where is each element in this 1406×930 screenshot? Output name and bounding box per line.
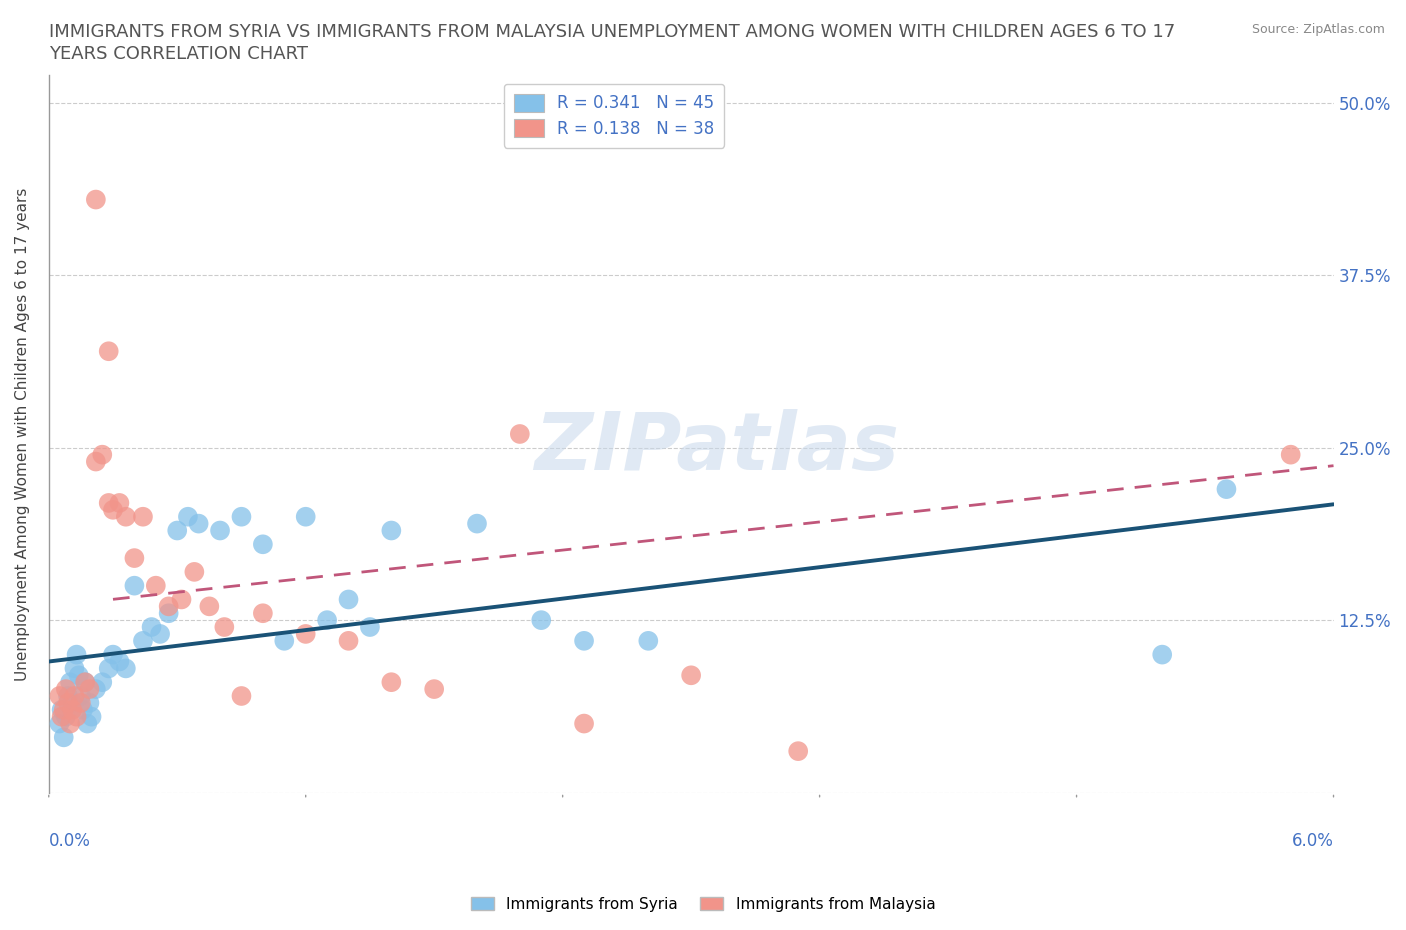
Point bbox=[231, 510, 253, 525]
Point bbox=[337, 633, 360, 648]
Point bbox=[209, 523, 232, 538]
Point bbox=[76, 716, 98, 731]
Point bbox=[149, 627, 172, 642]
Point bbox=[187, 516, 209, 531]
Point bbox=[75, 675, 97, 690]
Point bbox=[337, 592, 360, 607]
Point bbox=[67, 668, 90, 683]
Text: Source: ZipAtlas.com: Source: ZipAtlas.com bbox=[1251, 23, 1385, 36]
Point bbox=[530, 613, 553, 628]
Point bbox=[72, 702, 94, 717]
Point bbox=[681, 668, 703, 683]
Point bbox=[170, 592, 193, 607]
Text: IMMIGRANTS FROM SYRIA VS IMMIGRANTS FROM MALAYSIA UNEMPLOYMENT AMONG WOMEN WITH : IMMIGRANTS FROM SYRIA VS IMMIGRANTS FROM… bbox=[49, 23, 1175, 41]
Point bbox=[198, 599, 221, 614]
Point bbox=[108, 654, 131, 669]
Point bbox=[80, 710, 103, 724]
Point bbox=[214, 619, 236, 634]
Text: YEARS CORRELATION CHART: YEARS CORRELATION CHART bbox=[49, 45, 308, 62]
Point bbox=[70, 696, 93, 711]
Y-axis label: Unemployment Among Women with Children Ages 6 to 17 years: Unemployment Among Women with Children A… bbox=[15, 187, 30, 681]
Point bbox=[294, 627, 316, 642]
Point bbox=[572, 633, 595, 648]
Point bbox=[252, 605, 274, 620]
Point bbox=[60, 702, 83, 717]
Point bbox=[60, 696, 83, 711]
Point bbox=[52, 702, 75, 717]
Legend: Immigrants from Syria, Immigrants from Malaysia: Immigrants from Syria, Immigrants from M… bbox=[464, 890, 942, 918]
Point bbox=[59, 716, 82, 731]
Point bbox=[316, 613, 339, 628]
Point bbox=[91, 675, 114, 690]
Point bbox=[65, 647, 87, 662]
Point bbox=[55, 682, 77, 697]
Point bbox=[79, 696, 101, 711]
Point bbox=[59, 675, 82, 690]
Point bbox=[65, 710, 87, 724]
Point bbox=[97, 344, 120, 359]
Point bbox=[509, 427, 531, 442]
Point bbox=[56, 696, 79, 711]
Point bbox=[1215, 482, 1237, 497]
Point bbox=[51, 710, 73, 724]
Point bbox=[132, 510, 155, 525]
Point bbox=[423, 682, 446, 697]
Point bbox=[97, 496, 120, 511]
Point bbox=[101, 502, 124, 517]
Point bbox=[101, 647, 124, 662]
Text: ZIPatlas: ZIPatlas bbox=[534, 409, 900, 487]
Point bbox=[55, 710, 77, 724]
Point bbox=[141, 619, 163, 634]
Point bbox=[51, 702, 73, 717]
Point bbox=[231, 688, 253, 703]
Point bbox=[63, 688, 86, 703]
Point bbox=[124, 578, 146, 593]
Point bbox=[145, 578, 167, 593]
Point bbox=[572, 716, 595, 731]
Point bbox=[380, 675, 402, 690]
Point bbox=[294, 510, 316, 525]
Point bbox=[465, 516, 488, 531]
Point bbox=[359, 619, 381, 634]
Point bbox=[114, 661, 136, 676]
Point bbox=[79, 682, 101, 697]
Point bbox=[1152, 647, 1174, 662]
Point bbox=[124, 551, 146, 565]
Point bbox=[70, 688, 93, 703]
Point bbox=[252, 537, 274, 551]
Point bbox=[63, 661, 86, 676]
Point bbox=[84, 682, 107, 697]
Point bbox=[91, 447, 114, 462]
Point bbox=[132, 633, 155, 648]
Legend: R = 0.341   N = 45, R = 0.138   N = 38: R = 0.341 N = 45, R = 0.138 N = 38 bbox=[503, 84, 724, 148]
Text: 0.0%: 0.0% bbox=[49, 832, 90, 850]
Point bbox=[637, 633, 659, 648]
Point bbox=[114, 510, 136, 525]
Point bbox=[1279, 447, 1302, 462]
Point bbox=[787, 744, 810, 759]
Point bbox=[273, 633, 295, 648]
Point bbox=[108, 496, 131, 511]
Point bbox=[97, 661, 120, 676]
Point bbox=[48, 716, 70, 731]
Text: 6.0%: 6.0% bbox=[1292, 832, 1333, 850]
Point bbox=[52, 730, 75, 745]
Point bbox=[177, 510, 200, 525]
Point bbox=[166, 523, 188, 538]
Point bbox=[183, 565, 205, 579]
Point bbox=[56, 688, 79, 703]
Point bbox=[84, 193, 107, 207]
Point bbox=[157, 599, 180, 614]
Point bbox=[157, 605, 180, 620]
Point bbox=[48, 688, 70, 703]
Point bbox=[75, 675, 97, 690]
Point bbox=[84, 454, 107, 469]
Point bbox=[380, 523, 402, 538]
